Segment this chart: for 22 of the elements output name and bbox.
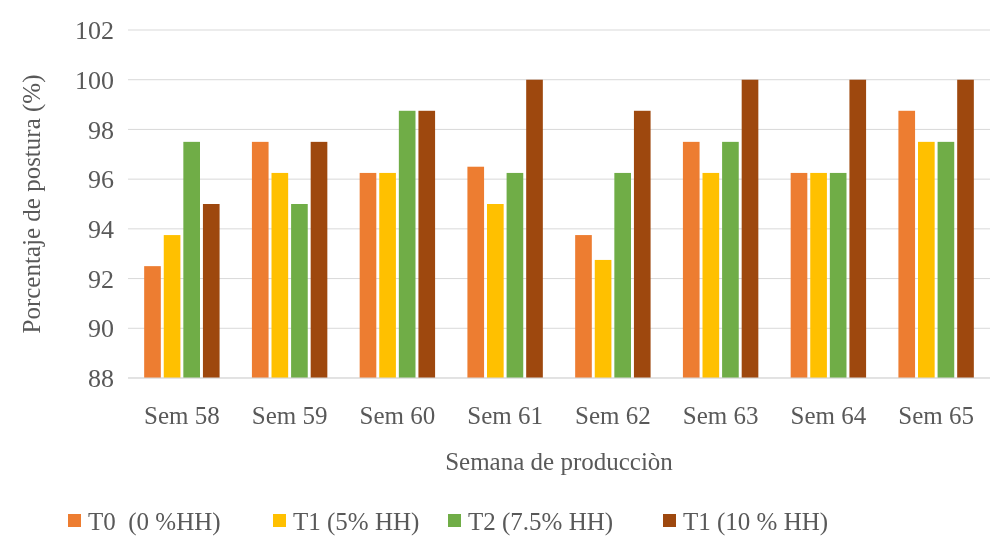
x-tick-label: Sem 61 (467, 402, 543, 429)
legend-label: T2 (7.5% HH) (468, 508, 614, 536)
y-tick-label: 102 (75, 16, 114, 46)
x-tick-label: Sem 60 (359, 402, 436, 429)
y-tick-label: 90 (88, 314, 114, 344)
y-axis-title: Porcentaje de postura (%) (18, 74, 46, 334)
y-tick-label: 100 (75, 65, 114, 95)
y-tick-label: 88 (88, 364, 114, 394)
y-tick-label: 98 (88, 115, 114, 145)
y-tick-label: 96 (88, 165, 114, 195)
x-tick-label: Sem 59 (251, 402, 328, 429)
x-tick-label: Sem 62 (575, 402, 651, 429)
y-tick-label: 92 (88, 264, 114, 294)
x-tick-label: Sem 65 (898, 402, 974, 429)
legend-label: T1 (10 % HH) (683, 508, 829, 536)
legend-label: T0 (0 %HH) (88, 508, 221, 536)
x-tick-label: Sem 64 (790, 402, 867, 429)
legend-label: T1 (5% HH) (293, 508, 420, 536)
x-axis-title: Semana de producciòn (445, 448, 674, 475)
x-tick-label: Sem 58 (144, 402, 220, 429)
x-tick-label: Sem 63 (682, 402, 759, 429)
y-tick-label: 94 (88, 214, 114, 244)
